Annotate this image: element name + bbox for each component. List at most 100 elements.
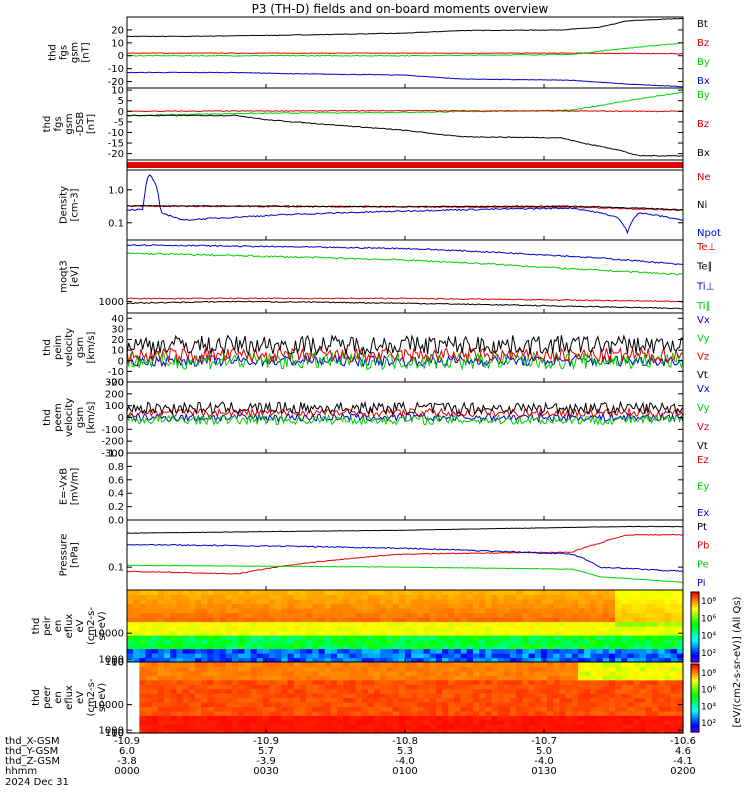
heatmap-cell: [219, 697, 227, 703]
heatmap-cell: [380, 710, 388, 716]
y-tick-label: -200: [101, 437, 124, 448]
heatmap-cell: [608, 684, 616, 690]
heatmap-cell: [664, 648, 672, 654]
heatmap-cell: [188, 666, 196, 672]
heatmap-cell: [330, 594, 338, 600]
heatmap-cell: [176, 635, 184, 641]
heatmap-cell: [188, 630, 196, 636]
heatmap-cell: [238, 679, 245, 685]
heatmap-cell: [602, 715, 610, 721]
heatmap-cell: [232, 693, 239, 699]
heatmap-cell: [398, 719, 406, 725]
heatmap-cell: [398, 630, 406, 636]
heatmap-cell: [324, 684, 332, 690]
heatmap-cell: [287, 728, 295, 734]
y-tick-label: 0.0: [108, 516, 124, 527]
heatmap-cell: [627, 697, 635, 703]
heatmap-cell: [219, 626, 227, 632]
heatmap-cell: [460, 594, 468, 600]
heatmap-cell: [262, 608, 270, 614]
heatmap-cell: [238, 670, 245, 676]
heatmap-cell: [417, 697, 425, 703]
heatmap-cell: [145, 688, 153, 694]
heatmap-cell: [534, 644, 542, 650]
heatmap-cell: [639, 662, 647, 668]
heatmap-cell: [398, 670, 406, 676]
heatmap-cell: [133, 679, 140, 685]
heatmap-cell: [479, 630, 486, 636]
heatmap-cell: [497, 594, 505, 600]
heatmap-cell: [219, 657, 227, 663]
heatmap-cell: [491, 675, 499, 681]
legend-Vy: Vy: [697, 403, 710, 414]
heatmap-cell: [664, 724, 672, 730]
heatmap-cell: [676, 706, 684, 712]
heatmap-cell: [330, 710, 338, 716]
heatmap-cell: [337, 630, 344, 636]
heatmap-cell: [485, 626, 493, 632]
heatmap-cell: [670, 675, 678, 681]
heatmap-cell: [547, 697, 554, 703]
heatmap-cell: [176, 639, 184, 645]
heatmap-cell: [232, 697, 239, 703]
heatmap-cell: [312, 679, 320, 685]
heatmap-cell: [367, 653, 375, 659]
heatmap-cell: [139, 662, 147, 668]
heatmap-cell: [510, 657, 517, 663]
heatmap-cell: [349, 635, 357, 641]
heatmap-cell: [534, 693, 542, 699]
heatmap-cell: [627, 688, 635, 694]
heatmap-cell: [479, 706, 486, 712]
heatmap-cell: [151, 594, 159, 600]
colorbar-cell: [691, 616, 699, 619]
heatmap-cell: [615, 728, 622, 734]
heatmap-cell: [127, 728, 134, 734]
heatmap-cell: [182, 706, 190, 712]
heatmap-cell: [652, 706, 659, 712]
heatmap-cell: [145, 679, 153, 685]
heatmap-cell: [374, 701, 381, 707]
heatmap-cell: [448, 679, 456, 685]
heatmap-cell: [269, 697, 276, 703]
heatmap-cell: [139, 612, 147, 618]
heatmap-cell: [645, 635, 653, 641]
heatmap-cell: [522, 710, 530, 716]
heatmap-cell: [423, 684, 431, 690]
heatmap-cell: [133, 728, 140, 734]
heatmap-cell: [299, 590, 307, 596]
heatmap-cell: [386, 679, 394, 685]
heatmap-cell: [658, 648, 666, 654]
heatmap-cell: [559, 701, 567, 707]
heatmap-cell: [615, 719, 622, 725]
heatmap-cell: [386, 594, 394, 600]
heatmap-cell: [213, 639, 221, 645]
heatmap-cell: [571, 697, 579, 703]
heatmap-cell: [244, 657, 252, 663]
heatmap-cell: [176, 608, 184, 614]
heatmap-cell: [201, 724, 208, 730]
heatmap-cell: [639, 644, 647, 650]
heatmap-cell: [547, 715, 554, 721]
heatmap-cell: [608, 728, 616, 734]
heatmap-cell: [225, 603, 233, 609]
heatmap-cell: [658, 594, 666, 600]
heatmap-cell: [510, 706, 517, 712]
heatmap-cell: [386, 710, 394, 716]
heatmap-cell: [528, 617, 536, 623]
heatmap-cell: [293, 666, 301, 672]
heatmap-cell: [182, 670, 190, 676]
heatmap-cell: [349, 599, 357, 605]
heatmap-cell: [386, 688, 394, 694]
heatmap-cell: [232, 657, 239, 663]
heatmap-cell: [182, 675, 190, 681]
heatmap-cell: [577, 675, 585, 681]
heatmap-cell: [176, 657, 184, 663]
heatmap-cell: [411, 724, 418, 730]
heatmap-cell: [417, 662, 425, 668]
heatmap-cell: [324, 666, 332, 672]
heatmap-cell: [485, 701, 493, 707]
heatmap-cell: [571, 706, 579, 712]
heatmap-cell: [176, 697, 184, 703]
heatmap-cell: [312, 715, 320, 721]
